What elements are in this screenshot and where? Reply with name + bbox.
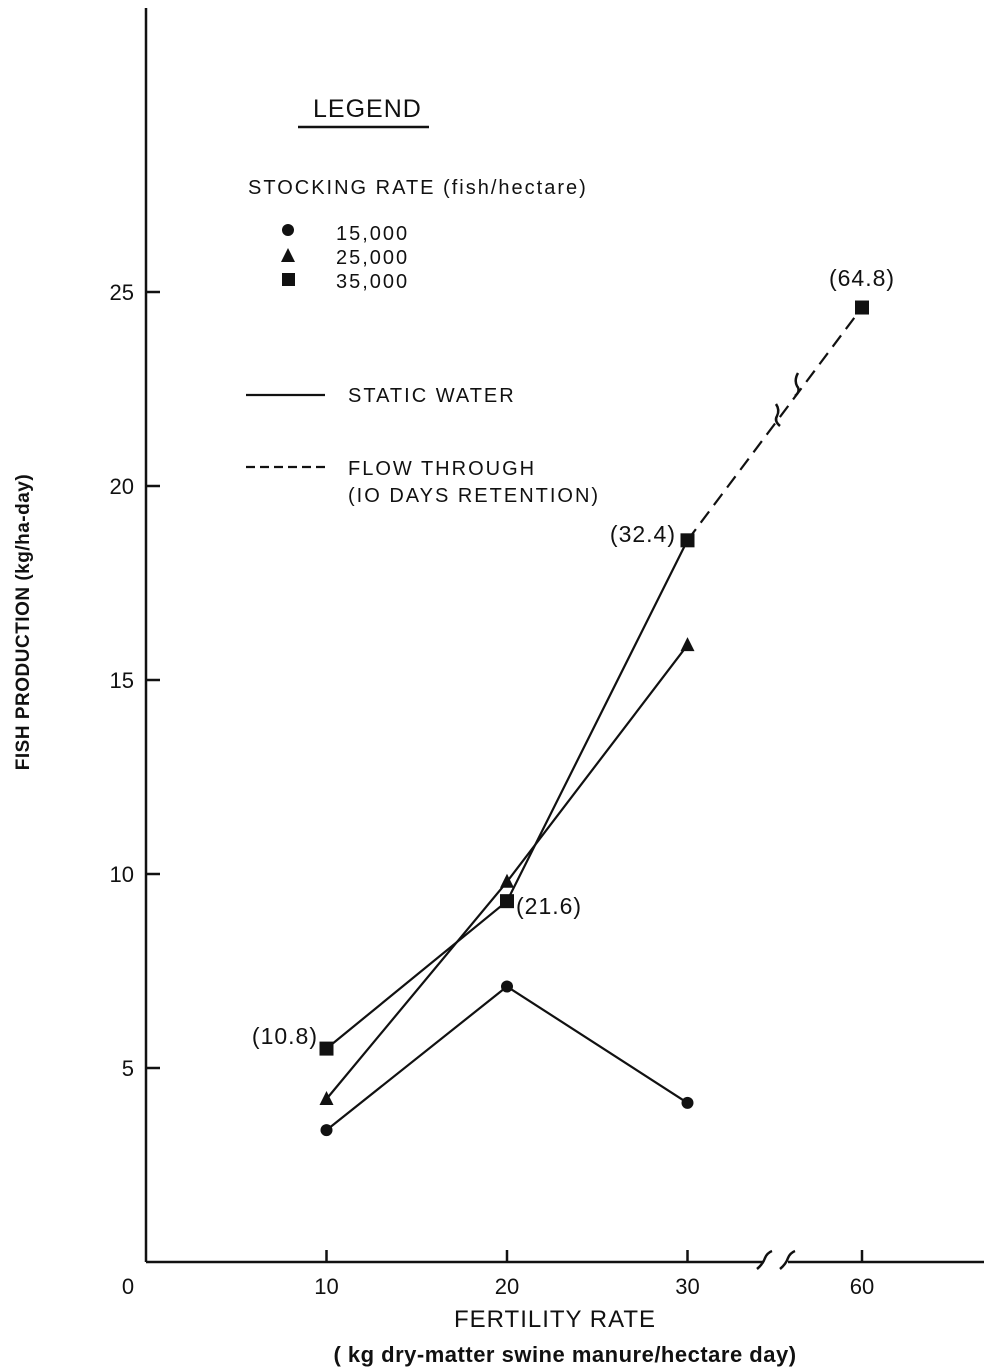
legend: LEGEND STOCKING RATE (fish/hectare) 15,0… [246,95,600,507]
dashed-line-break [774,372,800,427]
x-tick-label-30: 30 [675,1274,699,1299]
y-tick-label-20: 20 [110,474,134,499]
legend-subtitle: STOCKING RATE (fish/hectare) [248,177,588,199]
series-markers [319,300,869,1137]
legend-marker-square [282,273,295,286]
marker-triangle-x30 [680,637,695,652]
series-lines [325,306,863,1131]
marker-circle-x10 [320,1124,333,1137]
marker-square-x60 [855,300,869,315]
legend-marker-circle [282,224,294,236]
annotation-32-4: (32.4) [610,521,676,547]
marker-circle-x20 [501,980,513,993]
marker-circle-x30 [681,1096,694,1109]
marker-square-x20 [500,894,514,909]
legend-marker-triangle [281,248,295,262]
y-axis-title: FISH PRODUCTION (kg/ha-day) [13,474,34,770]
marker-square-x30 [680,533,695,548]
annotation-21-6: (21.6) [516,893,582,919]
series-line-25000-solid [325,644,689,1100]
y-tick-label-15: 15 [110,668,134,693]
marker-triangle-x10 [319,1091,334,1106]
x-axis-ticks: 0 10 20 30 60 [122,1250,874,1299]
legend-label-flow-through: FLOW THROUGH [348,458,536,480]
dashed-line-break-mark-1 [774,403,781,427]
y-axis-ticks: 5 10 15 20 25 [110,280,160,1081]
x-axis-break-mark-right [779,1249,796,1270]
x-axis-title: FERTILITY RATE [454,1306,656,1333]
annotation-64-8: (64.8) [829,265,895,291]
x-tick-label-0: 0 [122,1274,134,1299]
marker-square-x10 [319,1041,334,1056]
x-tick-label-20: 20 [495,1274,519,1299]
x-axis-break [756,1249,796,1270]
marker-triangle-x20 [500,873,514,888]
series-line-35000-dashed [686,306,863,541]
series-line-15000-solid [325,985,689,1131]
axes [144,8,984,1264]
x-tick-label-10: 10 [314,1274,338,1299]
legend-label-15000: 15,000 [336,223,409,245]
x-axis-break-mark-left [756,1249,773,1270]
annotations: (10.8) (21.6) (32.4) (64.8) [252,265,895,1049]
legend-label-35000: 35,000 [336,271,409,293]
series-line-35000-solid [325,539,689,1050]
y-tick-label-5: 5 [122,1056,134,1081]
y-tick-label-25: 25 [110,280,134,305]
legend-label-static-water: STATIC WATER [348,385,516,407]
legend-label-25000: 25,000 [336,247,409,269]
x-axis-subtitle: ( kg dry-matter swine manure/hectare day… [333,1342,796,1367]
y-tick-label-10: 10 [110,862,134,887]
annotation-10-8: (10.8) [252,1023,318,1049]
x-tick-label-60: 60 [850,1274,874,1299]
legend-title: LEGEND [313,95,422,123]
legend-label-retention: (IO DAYS RETENTION) [348,485,600,507]
dashed-line-break-mark-2 [794,372,800,397]
